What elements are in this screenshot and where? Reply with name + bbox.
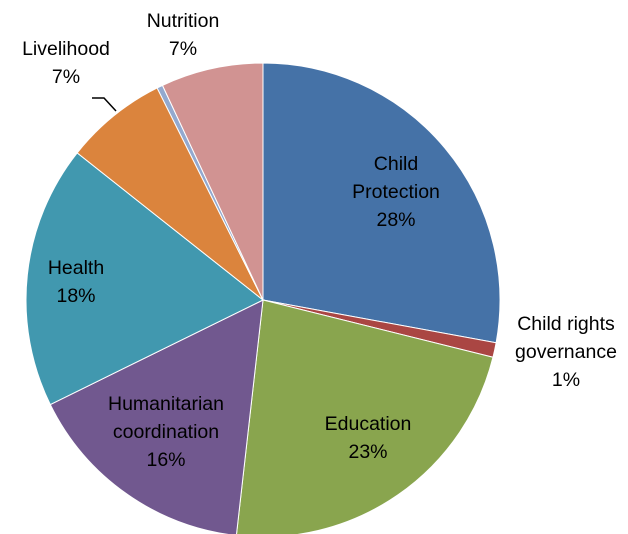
pie-slice-humanitarian-coordination — [49, 299, 264, 534]
pie-slice-livelihood — [76, 87, 264, 301]
slice-label-nutrition: Nutrition 7% — [147, 10, 220, 60]
slice-label-education: Education 23% — [325, 413, 412, 463]
slice-label-child-rights-governance: Child rights governance 1% — [515, 313, 617, 391]
pie-slice-education — [236, 299, 494, 534]
pie-slice-health — [25, 152, 264, 406]
leader-lines — [92, 97, 117, 112]
pie-slices — [25, 62, 501, 534]
slice-label-humanitarian-coordination: Humanitarian coordination 16% — [108, 393, 224, 471]
slice-label-child-protection: Child Protection 28% — [352, 153, 440, 231]
slice-label-health: Health 18% — [48, 257, 104, 307]
livelihood-leader-line — [92, 97, 117, 112]
pie-slice-nutrition — [161, 62, 264, 301]
slice-labels: Child Protection 28% Child rights governance… — [22, 10, 617, 471]
pie-slice-child-protection — [262, 62, 501, 344]
slice-label-livelihood: Livelihood 7% — [22, 38, 110, 88]
